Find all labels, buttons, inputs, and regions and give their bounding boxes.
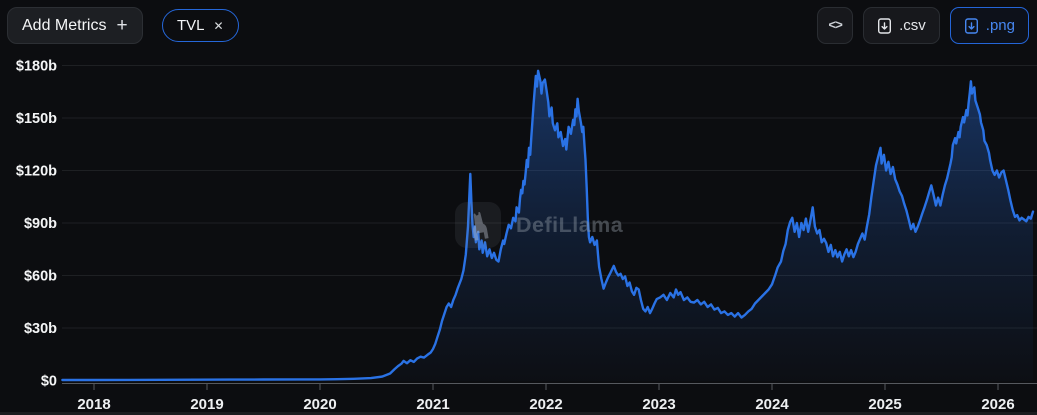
y-axis: $0 $30b $60b $90b $120b $150b $180b — [16, 59, 57, 390]
y-tick-label: $90b — [24, 216, 57, 232]
x-axis: 2018 2019 2020 2021 2022 2023 2024 2025 2026 — [62, 383, 1037, 413]
x-tick-label: 2020 — [303, 396, 336, 413]
png-button-label: .png — [985, 17, 1015, 34]
download-png-button[interactable]: .png — [949, 7, 1029, 44]
x-tick-label: 2023 — [642, 396, 675, 413]
bottom-edge-divider — [0, 412, 1037, 415]
x-tick-label: 2024 — [755, 396, 789, 413]
x-tick-label: 2018 — [77, 396, 110, 413]
x-tick-label: 2021 — [416, 396, 449, 413]
y-tick-label: $60b — [24, 269, 57, 285]
csv-button-label: .csv — [899, 17, 926, 34]
file-download-icon — [964, 17, 978, 34]
x-tick-label: 2022 — [529, 396, 562, 413]
y-tick-label: $0 — [41, 374, 57, 390]
metric-tag-tvl[interactable]: TVL ✕ — [162, 9, 239, 42]
y-tick-label: $30b — [24, 321, 57, 337]
metric-tag-label: TVL — [177, 17, 205, 34]
y-tick-label: $150b — [16, 111, 57, 127]
add-metrics-label: Add Metrics — [22, 16, 107, 34]
download-csv-button[interactable]: .csv — [863, 7, 940, 44]
x-tick-label: 2019 — [190, 396, 223, 413]
plus-icon: + — [116, 15, 128, 36]
tvl-line — [61, 69, 1035, 382]
add-metrics-button[interactable]: Add Metrics + — [7, 7, 143, 44]
y-tick-label: $120b — [16, 164, 57, 180]
export-toolbar: <> .csv .png — [817, 7, 1029, 44]
tvl-area-fill — [62, 70, 1033, 382]
file-download-icon — [878, 17, 892, 34]
x-tick-label: 2025 — [868, 396, 901, 413]
code-brackets-icon: <> — [828, 18, 843, 33]
x-tick-label: 2026 — [981, 396, 1014, 413]
y-tick-label: $180b — [16, 59, 57, 75]
embed-code-button[interactable]: <> — [817, 7, 854, 44]
close-icon[interactable]: ✕ — [213, 19, 224, 33]
